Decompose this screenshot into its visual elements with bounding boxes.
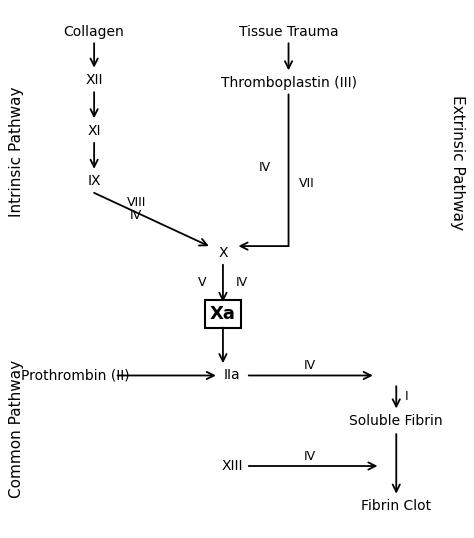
Text: IV: IV: [236, 277, 248, 289]
Text: XIII: XIII: [221, 459, 243, 473]
Text: Collagen: Collagen: [64, 25, 125, 39]
Text: Soluble Fibrin: Soluble Fibrin: [349, 414, 443, 428]
Text: Xa: Xa: [210, 305, 236, 323]
Text: VIII: VIII: [127, 196, 146, 209]
Text: Fibrin Clot: Fibrin Clot: [361, 499, 431, 513]
Text: Extrinsic Pathway: Extrinsic Pathway: [450, 95, 465, 230]
Text: IV: IV: [303, 450, 316, 463]
Text: IIa: IIa: [224, 369, 241, 383]
Text: Intrinsic Pathway: Intrinsic Pathway: [9, 87, 24, 217]
Text: XI: XI: [87, 124, 101, 138]
Text: XII: XII: [85, 73, 103, 87]
Text: IV: IV: [130, 209, 142, 222]
Text: I: I: [405, 390, 409, 404]
Text: X: X: [218, 246, 228, 260]
Text: Prothrombin (II): Prothrombin (II): [21, 369, 130, 383]
Text: IV: IV: [303, 359, 316, 372]
Text: VII: VII: [300, 178, 315, 190]
Text: Thromboplastin (III): Thromboplastin (III): [220, 76, 356, 90]
Text: IV: IV: [259, 161, 271, 174]
Text: Common Pathway: Common Pathway: [9, 360, 24, 498]
Text: V: V: [198, 277, 206, 289]
Text: IX: IX: [87, 174, 101, 188]
Text: Tissue Trauma: Tissue Trauma: [239, 25, 338, 39]
